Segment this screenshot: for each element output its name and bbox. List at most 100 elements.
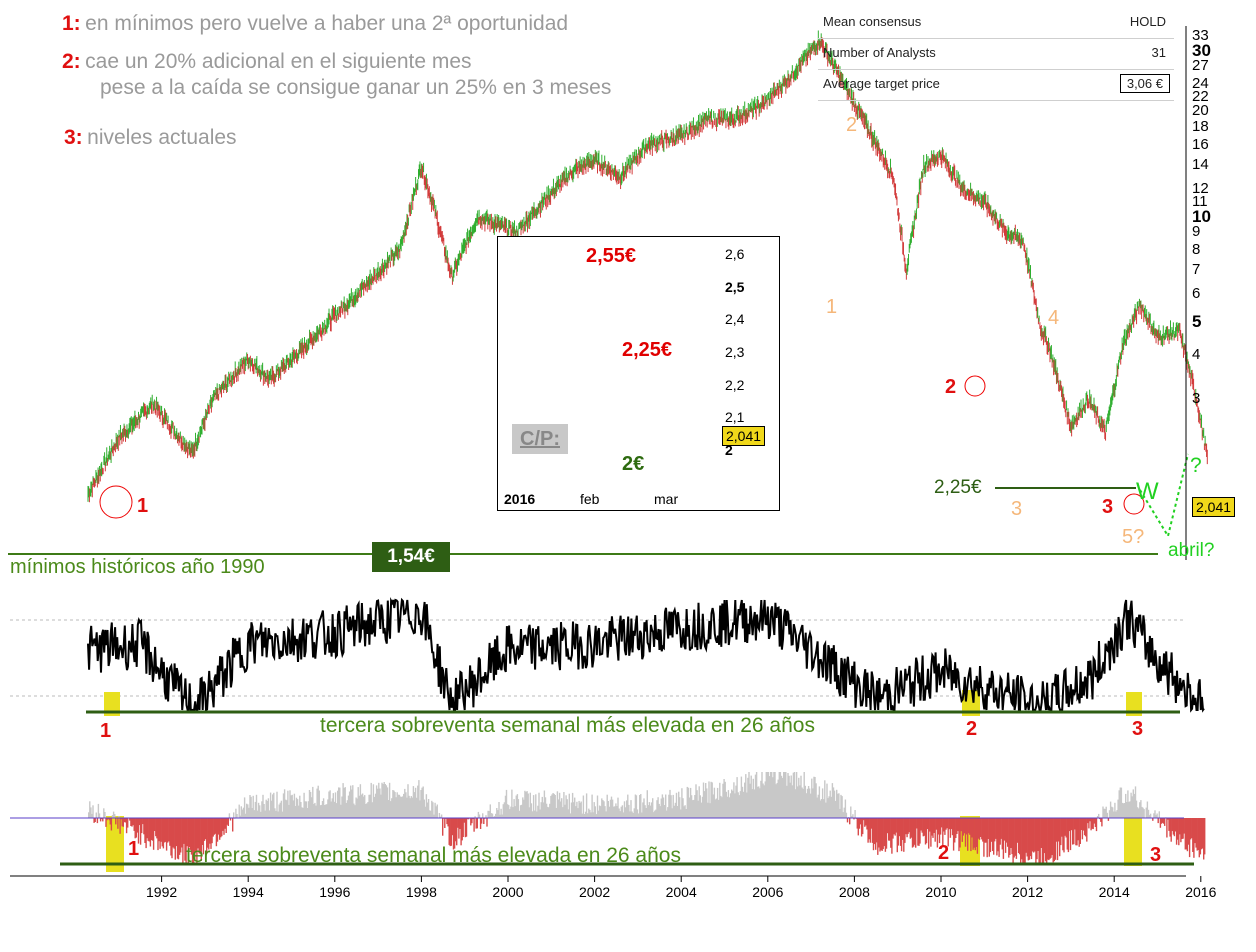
histogram-bar [757, 786, 759, 818]
histogram-bar [626, 800, 628, 818]
histogram-bar [368, 794, 370, 818]
histogram-bar [956, 818, 958, 834]
histogram-bar [227, 818, 229, 826]
histogram-bar [686, 786, 688, 818]
histogram-bar [735, 785, 737, 818]
histogram-bar [828, 796, 830, 818]
histogram-bar [444, 818, 446, 828]
histogram-bar [1014, 818, 1016, 856]
histogram-bar [439, 816, 442, 818]
histogram-bar [1119, 787, 1121, 818]
histogram-bar [419, 800, 421, 818]
histogram-bar [1182, 818, 1184, 839]
histogram-bar [305, 801, 307, 818]
histogram-bar [338, 787, 340, 818]
histogram-bar [102, 818, 104, 822]
histogram-bar [952, 818, 955, 851]
histogram-bar [430, 810, 432, 818]
consensus-row-target: Average target price 3,06 € [818, 70, 1174, 101]
histogram-bar [249, 795, 251, 818]
histogram-bar [460, 818, 462, 846]
histogram-bar [314, 802, 316, 818]
histogram-bar [296, 799, 299, 818]
x-tick-label: 1994 [232, 884, 264, 900]
histogram-bar [251, 808, 253, 818]
histogram-bar [787, 773, 789, 818]
histogram-bar [448, 818, 450, 845]
histogram-bar [409, 798, 411, 818]
histogram-bar [670, 795, 672, 818]
histogram-bar [503, 802, 506, 818]
histogram-bar [201, 818, 204, 845]
histogram-bar [944, 818, 946, 835]
histogram-bar [358, 795, 360, 818]
histogram-bar [519, 805, 522, 818]
histogram-bar [976, 818, 979, 854]
histogram-bar [93, 818, 95, 823]
histogram-bar [1003, 818, 1006, 841]
histogram-bar [1197, 818, 1199, 850]
histogram-bar [435, 806, 437, 818]
histogram-bar [676, 806, 679, 818]
histogram-bar [373, 796, 376, 818]
histogram-bar [1116, 810, 1118, 818]
histogram-bar [750, 775, 752, 818]
histogram-bar [942, 818, 944, 847]
histogram-bar [270, 800, 273, 818]
y-tick-label: 33 [1192, 26, 1209, 44]
histogram-bar [849, 818, 851, 825]
histogram-bar [327, 799, 329, 818]
histogram-bar [1051, 818, 1053, 856]
histogram-bar [714, 799, 717, 818]
histogram-bar [424, 806, 426, 818]
histogram-bar [294, 806, 297, 818]
histogram-bar [383, 782, 385, 818]
histogram-bar [105, 818, 107, 827]
histogram-bar [1138, 808, 1140, 818]
histogram-bar [164, 818, 167, 842]
histogram-bar [941, 818, 943, 828]
histogram-bar [694, 795, 696, 818]
histogram-bar [650, 802, 653, 818]
histogram-bar [759, 788, 761, 818]
histogram-bar [975, 818, 977, 847]
histogram-bar [829, 790, 831, 818]
histogram-bar [754, 774, 757, 818]
histogram-bar [495, 813, 497, 818]
histogram-bar [321, 801, 324, 818]
histogram-bar [264, 810, 266, 818]
histogram-bar [785, 772, 787, 818]
histogram-bar [604, 806, 606, 818]
histogram-bar [442, 818, 444, 836]
histogram-bar [518, 810, 521, 818]
histogram-bar [209, 818, 211, 844]
histogram-bar [1127, 790, 1129, 818]
histogram-bar [272, 794, 274, 818]
histogram-bar [991, 818, 994, 851]
oscillator-panel [10, 596, 1205, 716]
inset-level-high: 2,55€ [586, 245, 637, 267]
histogram-bar [167, 818, 169, 843]
histogram-bar [862, 818, 864, 835]
histogram-bar [554, 795, 556, 818]
histogram-bar [790, 775, 792, 818]
histogram-bar [281, 811, 284, 818]
histogram-bar [575, 806, 577, 818]
histogram-bar [246, 803, 248, 818]
y-tick-label: 5 [1192, 312, 1202, 332]
histogram-bar [1012, 818, 1014, 864]
histogram-bar [340, 804, 342, 818]
histogram-bar [607, 801, 609, 818]
histogram-bar [795, 772, 798, 818]
wave-2-label: 2 [846, 114, 858, 136]
histogram-bar [1114, 802, 1116, 818]
histogram-bar [155, 818, 157, 837]
histogram-bar [1099, 818, 1101, 820]
histogram-bar [660, 798, 662, 818]
histogram-bar [738, 795, 740, 818]
histogram-bar [1027, 818, 1029, 861]
histogram-bar [165, 818, 168, 851]
histogram-bar [846, 818, 849, 823]
histogram-bar [615, 803, 617, 818]
histogram-bar [346, 800, 349, 818]
